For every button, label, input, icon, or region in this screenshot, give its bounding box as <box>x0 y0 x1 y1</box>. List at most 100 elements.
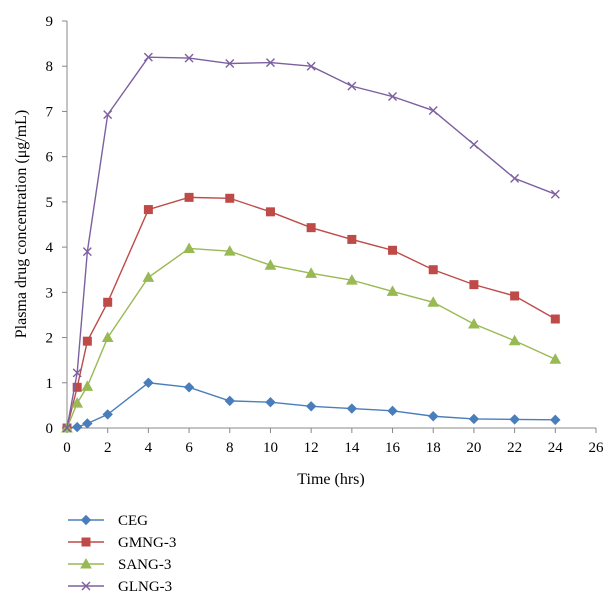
data-point <box>103 110 113 120</box>
y-tick-label: 7 <box>46 104 54 120</box>
data-point <box>428 106 438 116</box>
data-point <box>224 395 235 407</box>
legend-label: GMNG-3 <box>118 535 176 551</box>
series-gmng-3 <box>62 192 560 433</box>
data-point <box>387 405 398 417</box>
legend: CEG GMNG-3 SANG-3 GLNG-3 <box>68 513 176 595</box>
data-point <box>347 234 357 244</box>
data-point <box>142 271 155 282</box>
data-point <box>388 245 398 255</box>
y-tick-label: 1 <box>46 376 54 392</box>
data-point <box>347 81 357 91</box>
x-tick-label: 14 <box>344 440 360 456</box>
y-tick-label: 2 <box>46 331 54 347</box>
x-tick-label: 8 <box>226 440 234 456</box>
data-point <box>225 193 235 203</box>
x-tick-label: 10 <box>263 440 278 456</box>
data-point <box>469 139 479 149</box>
legend-label: GLNG-3 <box>118 579 172 595</box>
y-tick-label: 4 <box>46 240 54 256</box>
x-tick-label: 26 <box>589 440 605 456</box>
data-point <box>82 247 92 257</box>
data-point <box>468 413 480 425</box>
data-point <box>102 409 113 420</box>
x-tick-label: 16 <box>385 440 401 456</box>
data-point <box>223 245 236 256</box>
series-glng-3 <box>62 52 560 433</box>
series-line <box>66 56 556 429</box>
data-point <box>143 377 154 388</box>
data-point <box>550 189 560 199</box>
x-tick-label: 0 <box>63 440 71 456</box>
data-point <box>510 173 520 183</box>
data-point <box>550 314 560 324</box>
data-point <box>143 205 153 215</box>
data-point <box>265 207 275 217</box>
x-axis-label: Time (hrs) <box>297 471 364 488</box>
data-point <box>82 336 92 346</box>
data-point <box>103 297 113 307</box>
data-point <box>62 423 72 433</box>
data-point <box>510 291 520 301</box>
legend-item: GMNG-3 <box>68 535 176 551</box>
legend-item: SANG-3 <box>68 557 171 573</box>
data-point <box>550 414 561 426</box>
data-point <box>509 414 520 425</box>
y-axis-label: Plasma drug concentration (μg/mL) <box>13 110 30 339</box>
data-point <box>469 280 479 290</box>
data-point <box>71 421 83 433</box>
data-point <box>305 267 318 278</box>
legend-item: CEG <box>68 513 148 529</box>
legend-item: GLNG-3 <box>68 579 172 595</box>
x-tick-label: 22 <box>507 440 522 456</box>
x-tick-label: 6 <box>185 440 193 456</box>
data-point <box>264 259 277 270</box>
x-tick-label: 24 <box>548 440 564 456</box>
data-point <box>345 274 358 285</box>
y-tick-label: 6 <box>46 150 54 166</box>
data-point <box>265 397 276 408</box>
data-point <box>72 368 82 378</box>
data-point <box>305 401 317 412</box>
legend-marker <box>81 537 91 547</box>
data-point <box>82 418 93 429</box>
data-point <box>183 242 195 253</box>
series-layer <box>61 52 562 434</box>
legend-label: SANG-3 <box>118 557 171 573</box>
data-point <box>143 52 153 62</box>
data-point <box>265 58 275 68</box>
y-tick-label: 9 <box>46 14 54 30</box>
data-point <box>468 317 480 329</box>
y-tick-label: 8 <box>46 59 54 75</box>
x-ticks: 0 2 4 6 8 10 12 14 16 18 20 22 24 26 <box>63 428 604 456</box>
data-point <box>306 61 316 71</box>
y-tick-label: 5 <box>46 195 54 211</box>
y-ticks: 0 1 2 3 4 5 6 7 8 9 <box>46 14 67 437</box>
x-tick-label: 4 <box>145 440 153 456</box>
y-tick-label: 0 <box>46 421 54 437</box>
y-tick-label: 3 <box>46 285 54 301</box>
data-point <box>306 223 316 233</box>
data-point <box>508 334 521 346</box>
data-point <box>386 285 399 296</box>
data-point <box>72 382 82 392</box>
data-point <box>225 59 235 69</box>
legend-label: CEG <box>118 513 148 529</box>
series-ceg <box>61 377 561 434</box>
x-tick-label: 20 <box>466 440 481 456</box>
data-point <box>388 92 398 102</box>
x-tick-label: 2 <box>104 440 112 456</box>
data-point <box>101 331 114 343</box>
data-point <box>346 403 358 414</box>
legend-marker <box>80 557 92 569</box>
data-point <box>428 265 438 275</box>
legend-marker <box>81 581 91 591</box>
data-point <box>184 192 194 202</box>
data-point <box>81 380 94 391</box>
legend-marker <box>80 514 92 526</box>
data-point <box>427 296 440 307</box>
x-tick-label: 12 <box>304 440 319 456</box>
data-point <box>428 411 439 422</box>
